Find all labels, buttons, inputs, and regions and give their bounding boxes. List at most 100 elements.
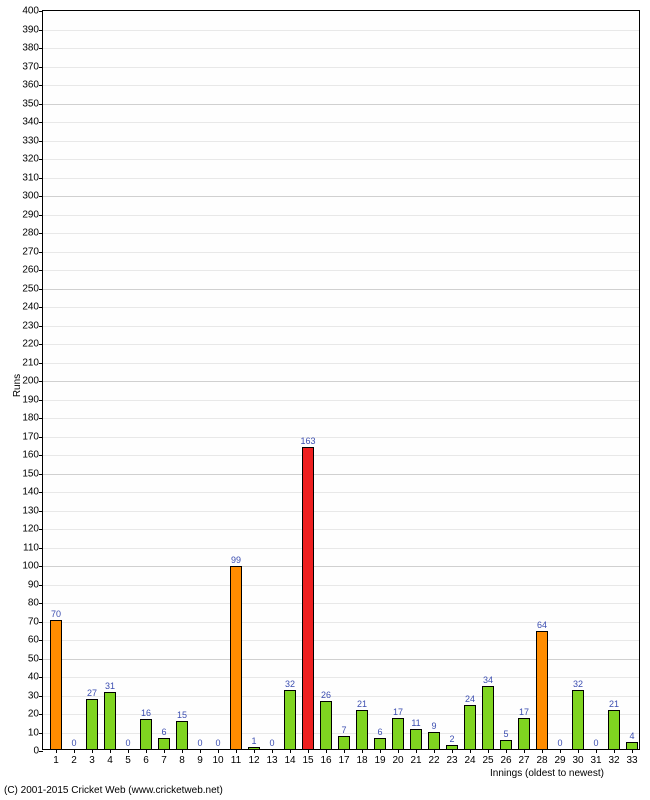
x-tick-label: 29 [554, 755, 565, 766]
bar [230, 566, 242, 749]
x-tick-mark [470, 749, 471, 753]
y-tick-mark [39, 215, 43, 216]
bar-value-label: 0 [71, 738, 76, 748]
y-tick-mark [39, 85, 43, 86]
x-tick-label: 6 [143, 755, 149, 766]
y-tick-mark [39, 677, 43, 678]
gridline [43, 474, 639, 475]
y-tick-label: 330 [22, 135, 39, 146]
bar-value-label: 70 [51, 609, 61, 619]
x-tick-mark [506, 749, 507, 753]
bar [302, 447, 314, 749]
bar-value-label: 9 [431, 721, 436, 731]
x-tick-mark [416, 749, 417, 753]
x-tick-label: 18 [356, 755, 367, 766]
y-tick-label: 350 [22, 98, 39, 109]
x-tick-mark [434, 749, 435, 753]
y-tick-mark [39, 566, 43, 567]
gridline [43, 381, 639, 382]
y-tick-mark [39, 696, 43, 697]
bar [104, 692, 116, 749]
y-tick-label: 340 [22, 117, 39, 128]
bar-value-label: 5 [503, 729, 508, 739]
x-tick-label: 25 [482, 755, 493, 766]
y-tick-mark [39, 363, 43, 364]
x-tick-mark [218, 749, 219, 753]
y-tick-label: 230 [22, 320, 39, 331]
y-tick-label: 280 [22, 228, 39, 239]
y-tick-mark [39, 474, 43, 475]
x-tick-mark [344, 749, 345, 753]
bar-value-label: 15 [177, 710, 187, 720]
y-tick-mark [39, 400, 43, 401]
bar-value-label: 7 [341, 725, 346, 735]
gridline [43, 252, 639, 253]
y-tick-mark [39, 252, 43, 253]
gridline [43, 622, 639, 623]
bar-value-label: 17 [519, 707, 529, 717]
x-tick-label: 28 [536, 755, 547, 766]
x-tick-mark [200, 749, 201, 753]
gridline [43, 48, 639, 49]
y-tick-label: 210 [22, 357, 39, 368]
y-tick-label: 160 [22, 450, 39, 461]
x-tick-label: 22 [428, 755, 439, 766]
bar-value-label: 0 [593, 738, 598, 748]
x-tick-label: 19 [374, 755, 385, 766]
gridline [43, 677, 639, 678]
y-tick-mark [39, 67, 43, 68]
y-tick-mark [39, 178, 43, 179]
bar-value-label: 17 [393, 707, 403, 717]
y-tick-label: 200 [22, 376, 39, 387]
bar [518, 718, 530, 749]
bar-value-label: 6 [161, 727, 166, 737]
x-tick-mark [236, 749, 237, 753]
bar [86, 699, 98, 749]
y-tick-label: 120 [22, 524, 39, 535]
gridline [43, 400, 639, 401]
x-tick-mark [362, 749, 363, 753]
gridline [43, 196, 639, 197]
y-tick-mark [39, 585, 43, 586]
x-tick-mark [632, 749, 633, 753]
x-tick-label: 3 [89, 755, 95, 766]
bar-value-label: 21 [357, 699, 367, 709]
gridline [43, 566, 639, 567]
gridline [43, 159, 639, 160]
bar-value-label: 11 [411, 718, 420, 728]
y-tick-label: 390 [22, 24, 39, 35]
y-tick-mark [39, 30, 43, 31]
x-tick-label: 30 [572, 755, 583, 766]
y-tick-label: 310 [22, 172, 39, 183]
y-tick-mark [39, 104, 43, 105]
y-tick-label: 170 [22, 431, 39, 442]
bar-value-label: 64 [537, 620, 547, 630]
gridline [43, 585, 639, 586]
x-tick-mark [74, 749, 75, 753]
gridline [43, 714, 639, 715]
y-tick-mark [39, 307, 43, 308]
x-tick-mark [560, 749, 561, 753]
x-tick-mark [308, 749, 309, 753]
x-tick-label: 32 [608, 755, 619, 766]
y-tick-label: 250 [22, 283, 39, 294]
y-tick-mark [39, 548, 43, 549]
gridline [43, 659, 639, 660]
y-tick-mark [39, 196, 43, 197]
x-tick-mark [182, 749, 183, 753]
x-tick-mark [578, 749, 579, 753]
x-tick-label: 7 [161, 755, 167, 766]
bar [158, 738, 170, 749]
gridline [43, 270, 639, 271]
bar [338, 736, 350, 749]
bar [482, 686, 494, 749]
x-tick-label: 1 [53, 755, 59, 766]
y-tick-mark [39, 437, 43, 438]
bar [284, 690, 296, 749]
y-tick-label: 180 [22, 413, 39, 424]
bar-value-label: 6 [377, 727, 382, 737]
gridline [43, 178, 639, 179]
y-tick-label: 220 [22, 339, 39, 350]
bar [626, 742, 638, 749]
y-tick-label: 70 [28, 616, 39, 627]
